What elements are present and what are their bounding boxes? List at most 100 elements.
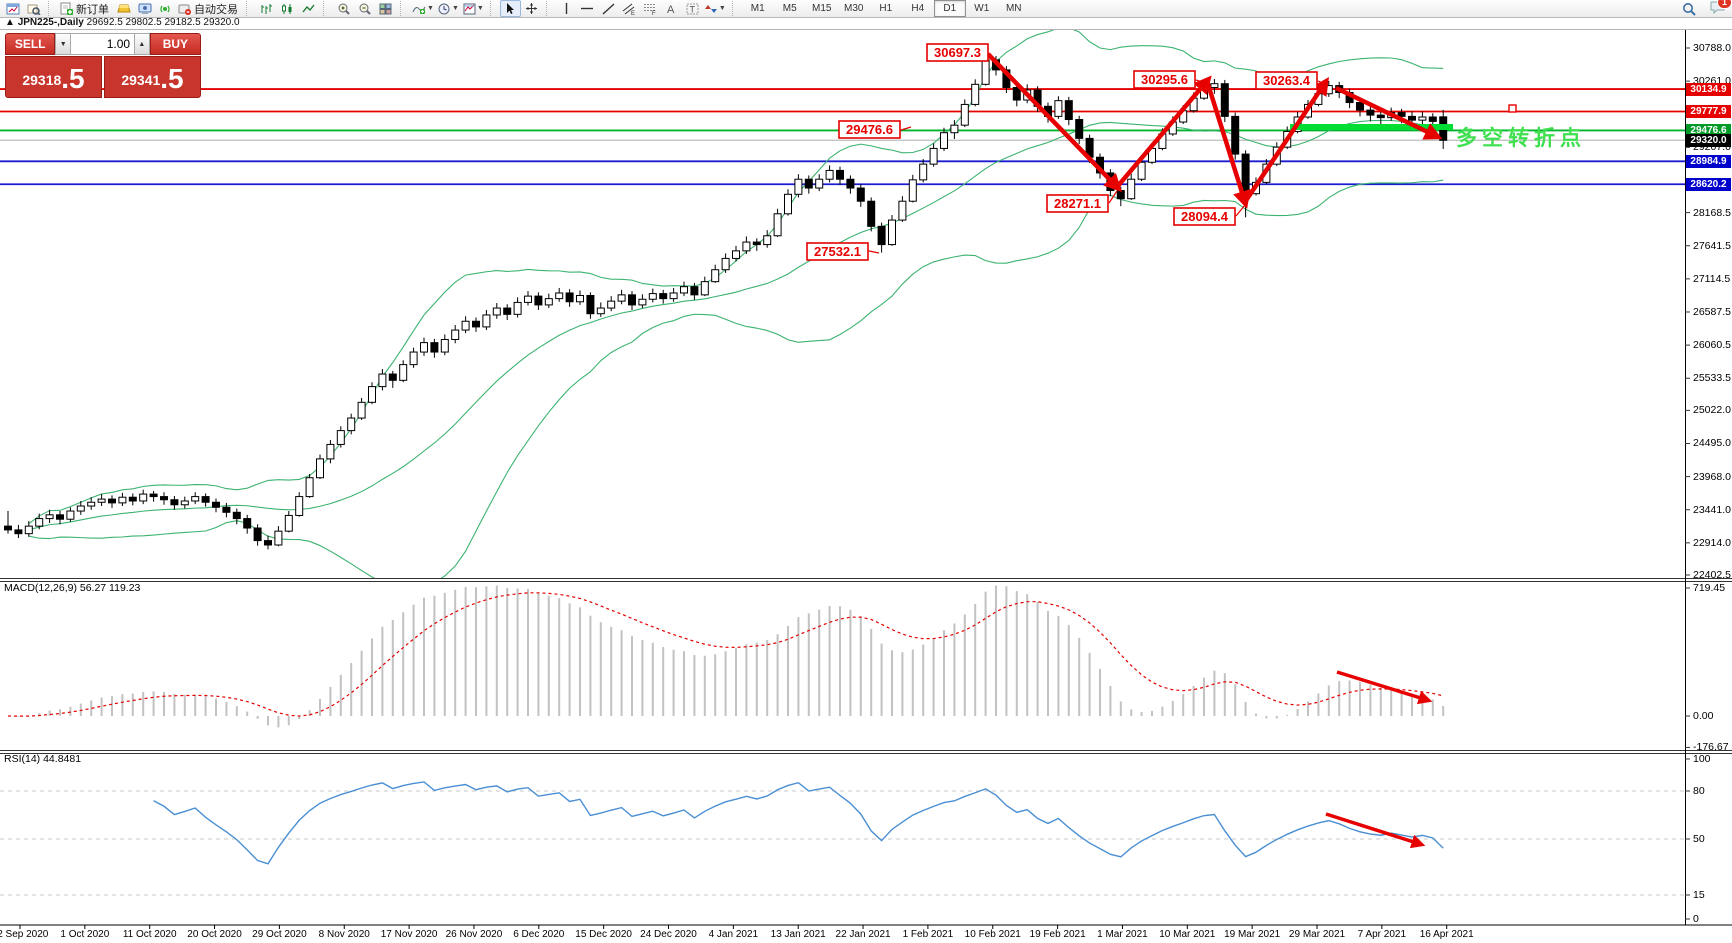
market-button[interactable] — [113, 0, 134, 17]
price-tag: 28620.2 — [1686, 177, 1731, 191]
date-tick[interactable]: 22 Jan 2021 — [835, 929, 891, 940]
chart-window-icon — [6, 3, 19, 14]
macd-tick: 719.45 — [1693, 582, 1726, 594]
sell-button[interactable]: SELL — [5, 33, 56, 55]
search-button[interactable] — [1679, 0, 1700, 17]
price-tick: 22914.0 — [1693, 536, 1731, 549]
volume-decrease-button[interactable]: ▼ — [55, 33, 72, 55]
auto-trading-button[interactable]: 自动交易 — [176, 0, 242, 17]
price-tick: 22402.5 — [1693, 568, 1731, 581]
macd-label: MACD(12,26,9) 56.27 119.23 — [4, 582, 141, 594]
label-tool-button[interactable]: T — [682, 0, 703, 17]
terminal-icon — [138, 3, 151, 14]
date-tick[interactable]: 10 Mar 2021 — [1159, 929, 1216, 940]
svg-text:A: A — [667, 4, 675, 15]
tile-windows-button[interactable] — [375, 0, 396, 17]
buy-button[interactable]: BUY — [149, 33, 201, 55]
new-chart-button[interactable] — [2, 0, 23, 17]
templates-button[interactable]: ▼ — [461, 0, 486, 17]
toolbar-separator — [48, 1, 54, 16]
date-tick[interactable]: 16 Apr 2021 — [1419, 929, 1474, 940]
bar-chart-button[interactable] — [256, 0, 277, 17]
channel-tool-button[interactable]: E — [619, 0, 640, 17]
date-tick[interactable]: 1 Mar 2021 — [1097, 929, 1148, 940]
price-tick: 30788.0 — [1693, 42, 1731, 54]
date-tick[interactable]: 22 Sep 2020 — [0, 929, 49, 940]
vline-tool-button[interactable] — [556, 0, 577, 17]
buy-price-main: 29341 — [121, 72, 161, 88]
date-tick[interactable]: 29 Mar 2021 — [1288, 929, 1346, 940]
trendline-tool-button[interactable] — [598, 0, 619, 17]
timeframe-mn[interactable]: MN — [1005, 3, 1022, 14]
new-order-button[interactable]: 新订单 — [58, 0, 113, 17]
timeframe-m1[interactable]: M1 — [750, 3, 765, 14]
dropdown-caret-icon: ▼ — [427, 5, 434, 12]
shapes-tool-button[interactable]: ▼ — [703, 0, 728, 17]
date-tick[interactable]: 8 Nov 2020 — [318, 929, 370, 940]
timeframe-group: M1 M5 M15 M30 H1 H4 D1 W1 MN — [740, 0, 1032, 17]
chart-profiles-button[interactable] — [23, 0, 44, 17]
chat-button[interactable]: 1 — [1710, 0, 1732, 17]
timeframe-w1[interactable]: W1 — [974, 3, 990, 14]
tile-windows-icon — [379, 3, 392, 14]
indicators-button[interactable]: ▼ — [410, 0, 436, 17]
fibonacci-tool-button[interactable]: F — [640, 0, 661, 17]
new-order-icon — [60, 2, 73, 15]
line-chart-button[interactable] — [298, 0, 319, 17]
bar-chart-icon — [261, 3, 272, 14]
date-tick[interactable]: 19 Feb 2021 — [1029, 929, 1086, 940]
buy-price[interactable]: 29341 .5 — [104, 56, 201, 98]
date-tick[interactable]: 6 Dec 2020 — [513, 929, 565, 940]
ohlc-values: 29692.5 29802.5 29182.5 29320.0 — [86, 17, 240, 28]
svg-text:E: E — [631, 11, 635, 15]
toolbar-separator — [489, 1, 496, 16]
candlestick-button[interactable] — [277, 0, 298, 17]
collapse-icon[interactable]: ▲ — [5, 17, 15, 28]
date-tick[interactable]: 17 Nov 2020 — [380, 929, 438, 940]
cursor-icon — [507, 3, 515, 14]
price-tag: 29476.6 — [1686, 123, 1731, 137]
text-icon: A — [667, 4, 675, 15]
arrows-shapes-icon — [704, 4, 717, 13]
fibonacci-icon: F — [644, 4, 657, 15]
date-tick[interactable]: 4 Jan 2021 — [708, 929, 759, 940]
date-tick[interactable]: 26 Nov 2020 — [445, 929, 503, 940]
price-tag: 29777.9 — [1686, 104, 1731, 118]
date-tick[interactable]: 13 Jan 2021 — [770, 929, 826, 940]
sell-price[interactable]: 29318 .5 — [5, 56, 102, 98]
rsi-tick: 0 — [1693, 913, 1699, 925]
volume-input[interactable] — [71, 33, 135, 55]
zoom-out-button[interactable] — [354, 0, 375, 17]
date-tick[interactable]: 1 Feb 2021 — [902, 929, 954, 940]
date-tick[interactable]: 20 Oct 2020 — [187, 929, 242, 940]
periods-button[interactable]: ▼ — [436, 0, 461, 17]
date-tick[interactable]: 1 Oct 2020 — [60, 929, 110, 940]
volume-increase-button[interactable]: ▲ — [134, 33, 150, 55]
signals-button[interactable] — [155, 0, 176, 17]
date-tick[interactable]: 19 Mar 2021 — [1224, 929, 1281, 940]
terminal-button[interactable] — [134, 0, 155, 17]
zoom-in-button[interactable] — [333, 0, 354, 17]
cursor-tool-button[interactable] — [499, 0, 521, 17]
price-tag: 29320.0 — [1686, 133, 1731, 147]
date-tick[interactable]: 29 Oct 2020 — [252, 929, 307, 940]
chat-badge: 1 — [1716, 0, 1732, 9]
timeframe-d1[interactable]: D1 — [933, 0, 966, 17]
text-tool-button[interactable]: A — [661, 0, 682, 17]
date-tick[interactable]: 24 Dec 2020 — [640, 929, 697, 940]
timeframe-m15[interactable]: M15 — [812, 3, 832, 14]
date-tick[interactable]: 7 Apr 2021 — [1357, 929, 1407, 940]
timeframe-m5[interactable]: M5 — [782, 3, 797, 14]
price-tick: 26587.5 — [1693, 305, 1731, 318]
price-tick: 25533.5 — [1693, 372, 1731, 385]
date-tick[interactable]: 15 Dec 2020 — [575, 929, 632, 940]
date-tick[interactable]: 10 Feb 2021 — [964, 929, 1021, 940]
zoom-out-icon — [359, 3, 371, 15]
date-tick[interactable]: 11 Oct 2020 — [122, 929, 177, 940]
crosshair-tool-button[interactable] — [521, 0, 542, 17]
hline-tool-button[interactable] — [577, 0, 598, 17]
timeframe-m30[interactable]: M30 — [844, 3, 864, 14]
timeframe-h1[interactable]: H1 — [879, 3, 893, 14]
timeframe-h4[interactable]: H4 — [911, 3, 925, 14]
